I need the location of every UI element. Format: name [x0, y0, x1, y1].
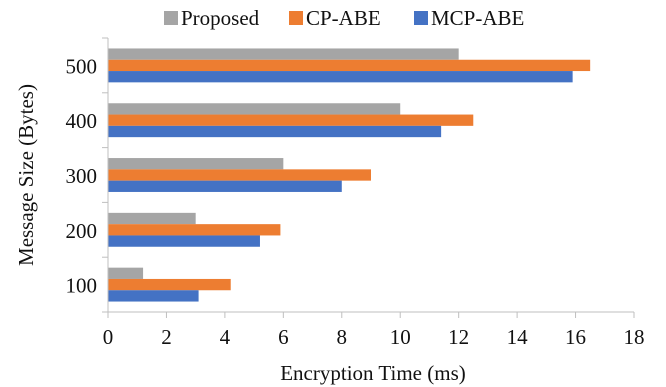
bar-mcp-abe-500 — [108, 71, 573, 83]
bar-cp-abe-500 — [108, 59, 591, 72]
x-tick-label-18: 18 — [624, 325, 645, 349]
x-tick-label-6: 6 — [278, 325, 289, 349]
x-tick-label-2: 2 — [161, 325, 172, 349]
bar-cp-abe-400 — [108, 114, 474, 126]
y-tick-label-400: 400 — [66, 109, 98, 133]
x-tick-label-10: 10 — [390, 325, 411, 349]
x-axis-title: Encryption Time (ms) — [280, 361, 466, 385]
x-tick-label-12: 12 — [448, 325, 469, 349]
bar-mcp-abe-400 — [108, 125, 442, 138]
x-tick-label-4: 4 — [220, 325, 231, 349]
plot-area: 100 200 300 400 500 0 2 4 6 8 10 12 14 16 18 — [66, 37, 645, 349]
legend-swatch-mcp-abe — [414, 11, 428, 25]
bar-mcp-abe-100 — [108, 290, 199, 302]
legend-label-cp-abe: CP-ABE — [306, 6, 381, 30]
legend-swatch-cp-abe — [289, 11, 303, 25]
bar-cp-abe-100 — [108, 278, 231, 291]
y-tick-label-300: 300 — [66, 164, 98, 188]
bar-proposed-400 — [108, 103, 401, 115]
x-tick-label-0: 0 — [103, 325, 114, 349]
bar-proposed-300 — [108, 158, 284, 170]
legend-swatch-proposed — [164, 11, 178, 25]
x-tick-label-14: 14 — [507, 325, 529, 349]
bar-proposed-100 — [108, 267, 144, 279]
y-tick-label-500: 500 — [66, 54, 98, 78]
x-tick-label-16: 16 — [565, 325, 586, 349]
y-tick-label-100: 100 — [66, 274, 98, 298]
bar-proposed-200 — [108, 212, 196, 225]
legend-label-mcp-abe: MCP-ABE — [431, 6, 524, 30]
legend: Proposed CP-ABE MCP-ABE — [164, 6, 524, 30]
bar-mcp-abe-200 — [108, 235, 260, 247]
y-tick-label-200: 200 — [66, 219, 98, 243]
y-axis-title: Message Size (Bytes) — [14, 84, 38, 266]
legend-label-proposed: Proposed — [181, 6, 260, 30]
bar-cp-abe-200 — [108, 224, 281, 236]
bar-cp-abe-300 — [108, 169, 371, 181]
x-tick-label-8: 8 — [337, 325, 348, 349]
bar-proposed-500 — [108, 48, 459, 60]
bar-mcp-abe-300 — [108, 180, 342, 192]
